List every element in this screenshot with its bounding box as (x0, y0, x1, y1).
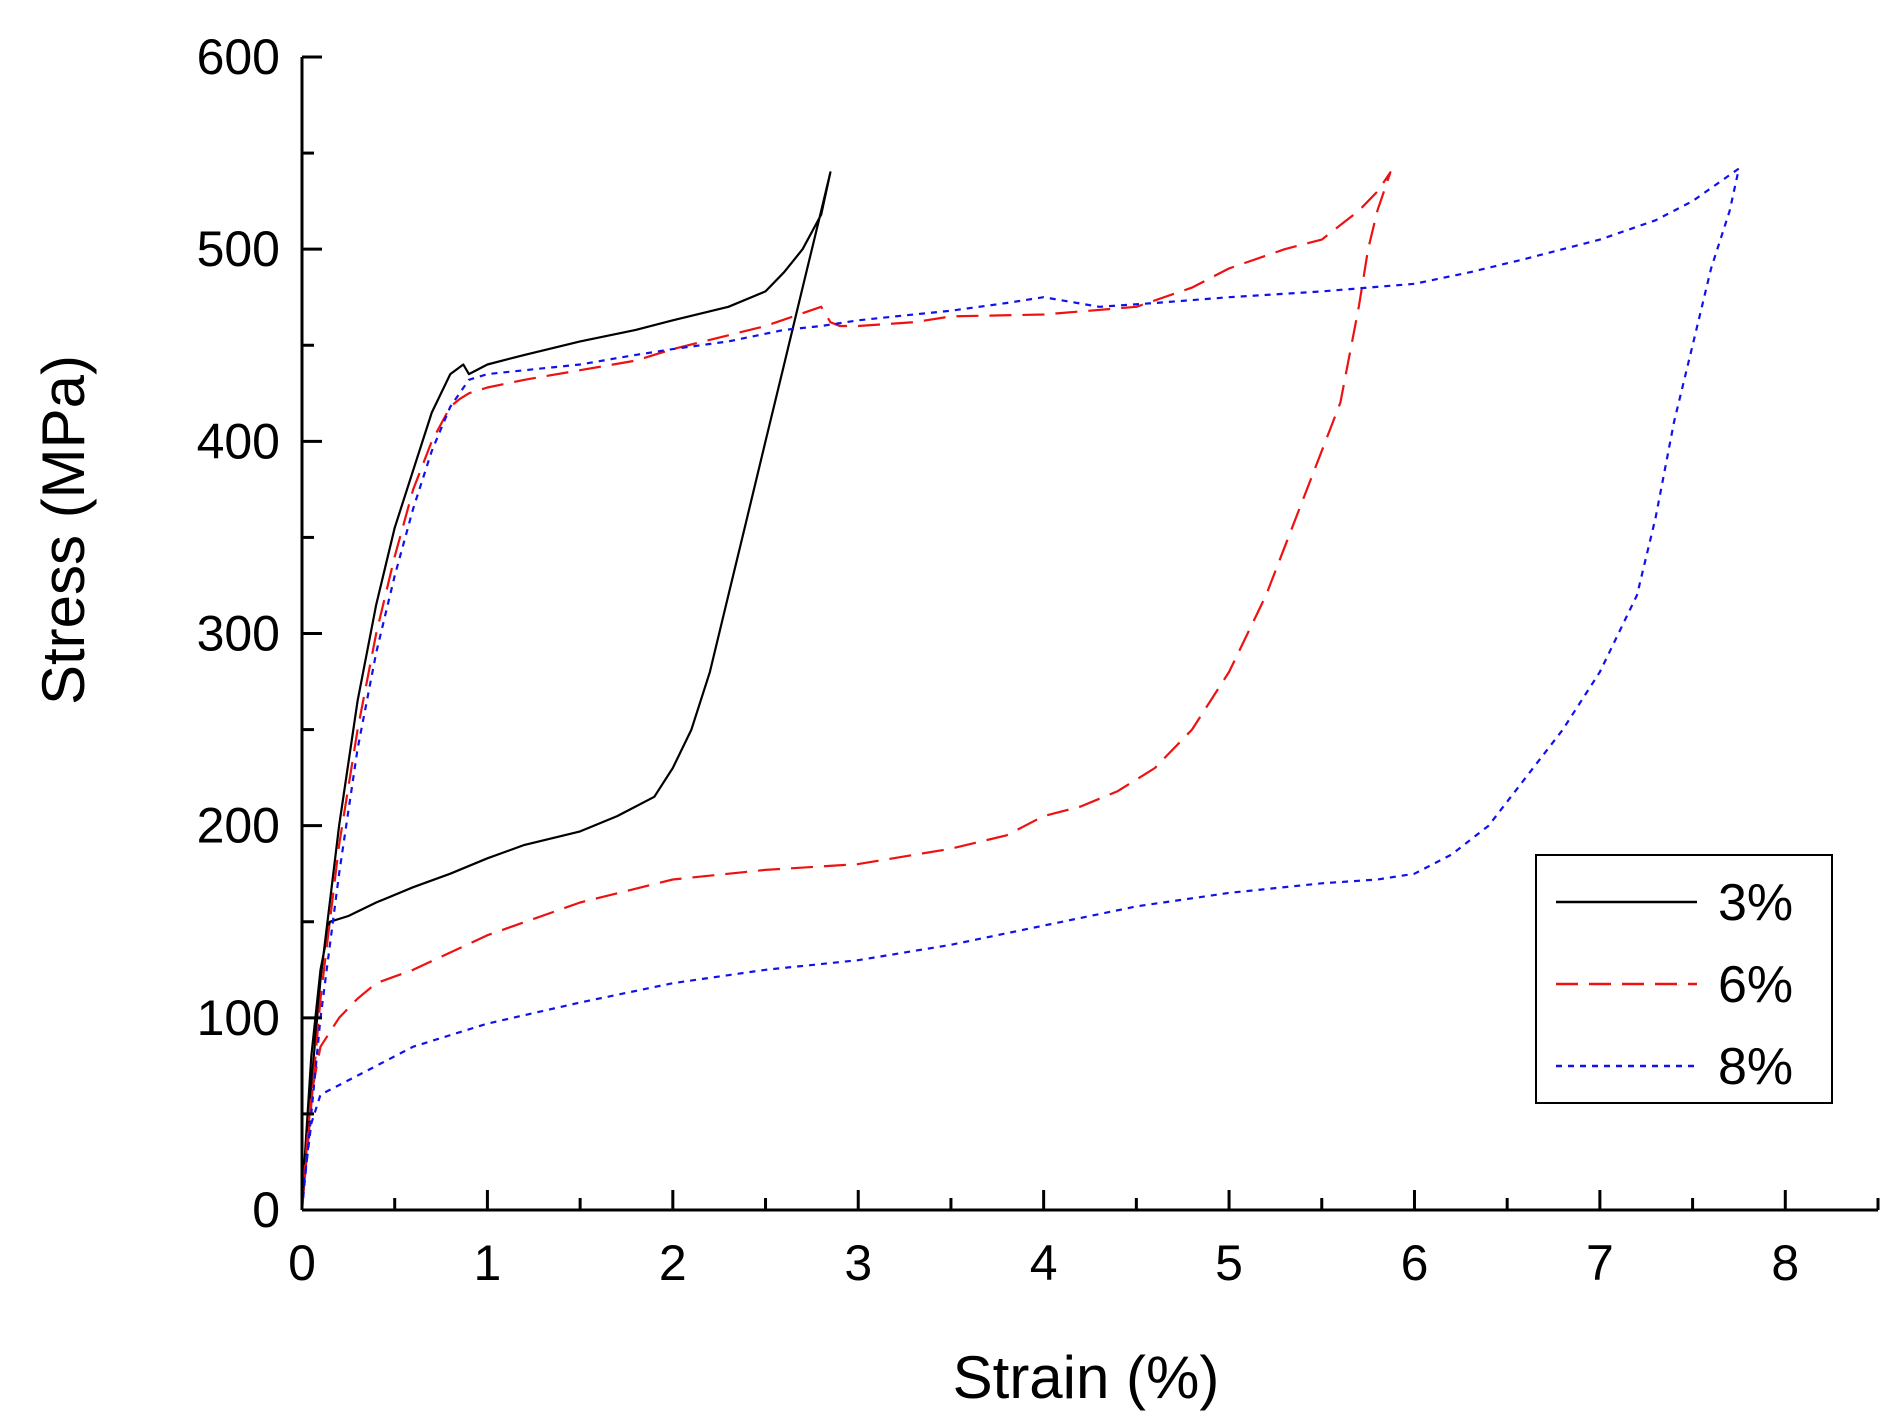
x-tick-label: 0 (288, 1235, 316, 1291)
x-tick-label: 6 (1401, 1235, 1429, 1291)
x-tick-label: 1 (474, 1235, 502, 1291)
y-tick-label: 100 (197, 990, 280, 1046)
series-line-3 (300, 167, 1741, 1211)
legend-label-3: 8% (1718, 1038, 1793, 1096)
x-tick-label: 4 (1030, 1235, 1058, 1291)
y-tick-label: 600 (197, 29, 280, 85)
x-tick-label: 7 (1586, 1235, 1614, 1291)
x-axis-title: Strain (%) (953, 1344, 1220, 1411)
y-tick-label: 400 (197, 413, 280, 469)
x-tick-label: 5 (1215, 1235, 1243, 1291)
legend: 3% 6% 8% (1535, 854, 1833, 1104)
y-axis-title: Stress (MPa) (30, 355, 97, 705)
x-tick-label: 8 (1771, 1235, 1799, 1291)
y-tick-label: 200 (197, 798, 280, 854)
y-tick-label: 300 (197, 606, 280, 662)
series-line-1 (300, 171, 832, 1211)
y-tick-label: 500 (197, 221, 280, 277)
series-line-2 (300, 171, 1392, 1211)
plot-area (300, 167, 1741, 1211)
x-tick-label: 2 (659, 1235, 687, 1291)
y-tick-label: 0 (252, 1182, 280, 1238)
x-tick-label: 3 (844, 1235, 872, 1291)
legend-box (1535, 854, 1833, 1104)
axes: 0 1 2 3 4 5 6 7 8 0 100 200 300 400 500 600 (197, 29, 1880, 1291)
legend-label-2: 6% (1718, 956, 1793, 1014)
legend-label-1: 3% (1718, 874, 1793, 932)
